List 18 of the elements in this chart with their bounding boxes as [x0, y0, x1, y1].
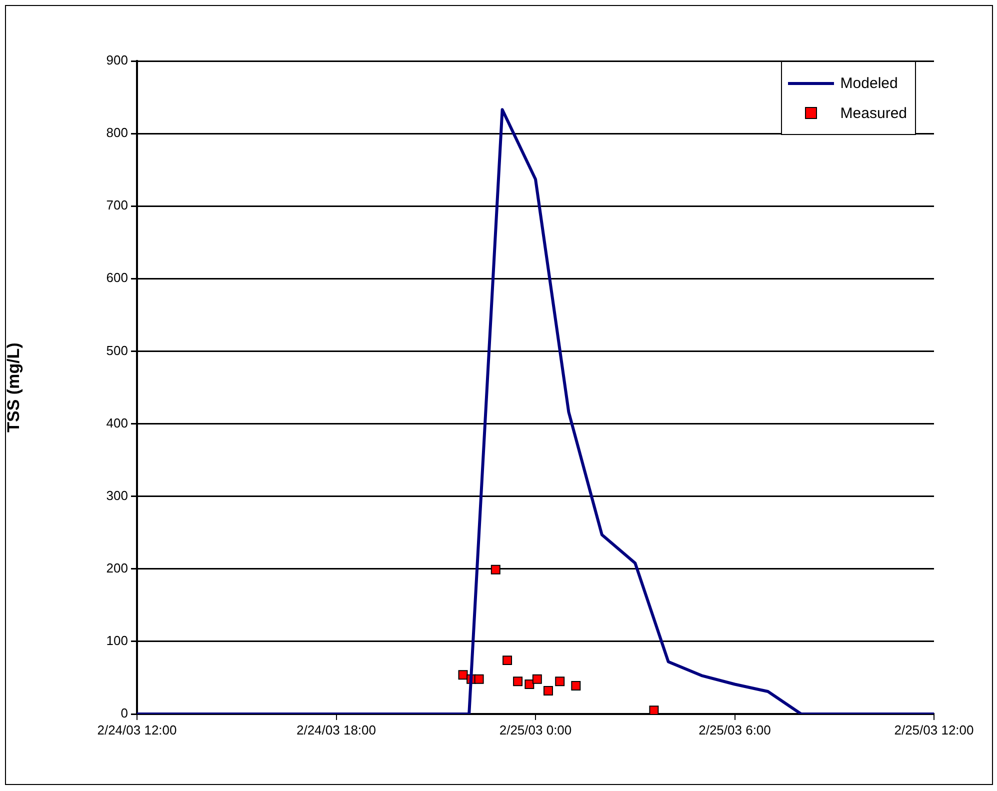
- y-tick-label: 0: [120, 706, 128, 721]
- legend-label: Modeled: [840, 74, 898, 92]
- y-tick-label: 100: [106, 633, 128, 648]
- y-tick-label: 900: [106, 52, 128, 68]
- y-tick-label: 600: [106, 270, 128, 286]
- y-tick-label: 200: [106, 560, 128, 576]
- legend-label: Measured: [840, 104, 907, 122]
- x-tick-label: 2/25/03 0:00: [499, 722, 572, 738]
- y-tick-label: 400: [106, 415, 128, 430]
- x-tick-label: 2/24/03 12:00: [97, 722, 177, 738]
- y-axis-title: TSS (mg/L): [4, 342, 23, 432]
- x-tick-label: 2/25/03 12:00: [894, 722, 974, 738]
- x-tick-label: 2/25/03 6:00: [698, 722, 771, 738]
- y-tick-label: 700: [106, 198, 128, 213]
- y-tick-label: 500: [106, 342, 128, 358]
- x-tick-label: 2/24/03 18:00: [296, 722, 376, 738]
- y-tick-label: 800: [106, 125, 128, 140]
- y-tick-label: 300: [106, 488, 128, 503]
